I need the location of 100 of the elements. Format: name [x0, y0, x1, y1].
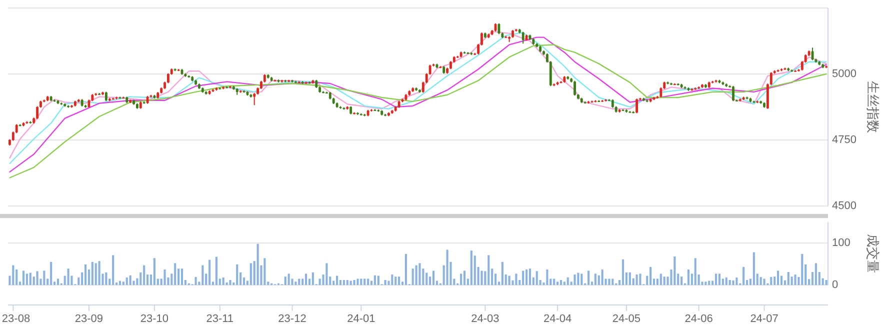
- bar: [763, 278, 766, 285]
- x-tick-label: 23-08: [2, 313, 30, 325]
- bar: [636, 274, 638, 285]
- bar: [728, 280, 731, 285]
- bar: [356, 278, 359, 285]
- bar: [143, 265, 146, 285]
- bar: [639, 274, 642, 285]
- bar: [404, 254, 407, 285]
- bar: [22, 270, 25, 285]
- bar: [256, 244, 259, 285]
- bar: [377, 276, 380, 285]
- x-tick-label: 24-01: [347, 313, 376, 325]
- bar: [222, 277, 224, 285]
- bar: [16, 269, 18, 285]
- bar: [84, 264, 87, 285]
- bar: [560, 280, 562, 285]
- bar: [91, 262, 94, 285]
- bar: [470, 250, 472, 285]
- bar: [250, 263, 252, 285]
- bar: [112, 255, 114, 285]
- bar: [794, 274, 796, 285]
- bar: [384, 280, 386, 285]
- bar: [122, 282, 124, 285]
- bar: [180, 268, 184, 285]
- bar: [264, 258, 266, 285]
- bar: [787, 272, 790, 285]
- y-axis-title: 生丝指数: [866, 81, 881, 133]
- bar: [622, 259, 624, 285]
- bar: [525, 269, 528, 285]
- bar: [374, 275, 376, 285]
- bar: [725, 277, 728, 285]
- bar: [777, 270, 780, 285]
- bar: [394, 276, 397, 285]
- bar: [704, 282, 707, 285]
- bar: [202, 265, 204, 285]
- bar: [628, 272, 631, 285]
- x-tick-label: 23-09: [74, 313, 104, 325]
- x-tick-label: 24-07: [750, 313, 778, 325]
- bar: [418, 263, 421, 285]
- bar: [208, 260, 211, 285]
- bar: [680, 276, 683, 285]
- bar: [714, 274, 718, 285]
- bar: [446, 250, 448, 285]
- bar: [298, 278, 300, 285]
- candlestick: [104, 91, 108, 102]
- bar: [825, 280, 828, 285]
- bar: [339, 280, 342, 285]
- bar: [563, 282, 566, 285]
- y-axis-title: 成交量: [866, 234, 881, 273]
- bar: [29, 272, 32, 285]
- bar: [326, 263, 328, 285]
- bar: [674, 256, 676, 285]
- bar: [118, 280, 122, 285]
- bar: [660, 274, 662, 285]
- bar: [364, 278, 366, 285]
- x-tick-label: 24-03: [471, 313, 500, 325]
- bar: [718, 274, 721, 285]
- bar: [553, 278, 556, 285]
- bar: [732, 280, 734, 285]
- y-tick-label: 5000: [832, 68, 856, 80]
- bar: [336, 276, 338, 285]
- bar: [284, 276, 286, 285]
- bar: [415, 265, 418, 285]
- bar: [215, 256, 218, 285]
- bar: [814, 263, 817, 285]
- bar: [288, 274, 290, 285]
- bar: [391, 274, 394, 285]
- bar: [522, 270, 524, 285]
- bar: [708, 280, 710, 285]
- bar: [98, 261, 100, 285]
- bar: [588, 270, 590, 285]
- candlestick: [522, 31, 524, 44]
- bar: [153, 258, 156, 285]
- bar: [126, 277, 128, 285]
- bar: [528, 268, 532, 285]
- candlestick: [660, 86, 662, 98]
- bar: [608, 278, 610, 285]
- bar: [129, 275, 132, 285]
- bar: [694, 258, 696, 285]
- bar: [236, 264, 238, 285]
- bar: [367, 278, 370, 285]
- bar: [650, 266, 652, 285]
- x-tick-label: 23-12: [278, 313, 306, 325]
- bar: [594, 274, 596, 285]
- bar: [360, 278, 362, 285]
- bar: [174, 263, 176, 285]
- bar: [536, 271, 538, 285]
- candlestick: [574, 80, 576, 96]
- bar: [346, 280, 348, 285]
- bar: [770, 277, 772, 285]
- bar: [426, 272, 428, 285]
- bar: [432, 270, 435, 285]
- bar: [515, 274, 518, 285]
- bar: [463, 270, 466, 285]
- bar: [752, 252, 755, 285]
- bar: [488, 255, 490, 285]
- bar: [601, 269, 604, 285]
- bar: [742, 266, 745, 285]
- bar: [56, 278, 59, 285]
- bar: [26, 274, 28, 285]
